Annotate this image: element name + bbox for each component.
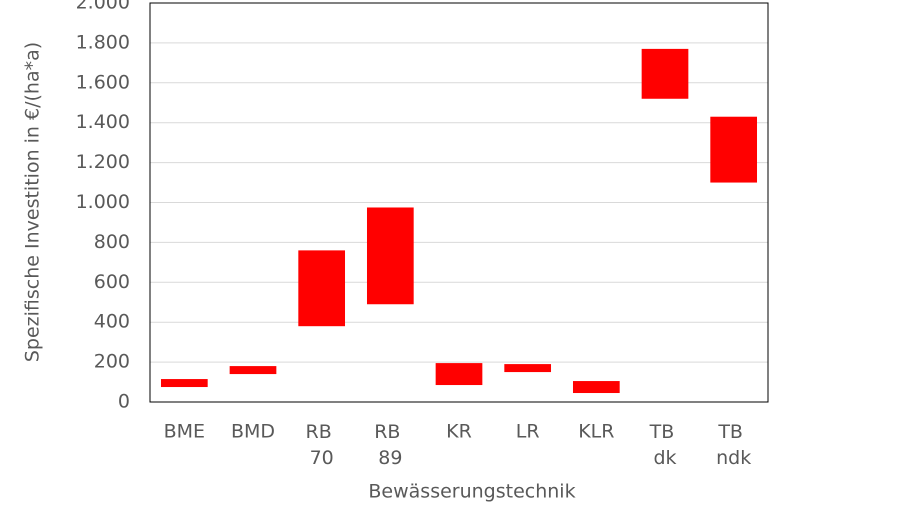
- bar: [298, 250, 346, 327]
- y-tick-label: 2.000: [76, 0, 130, 14]
- y-tick-label: 200: [94, 351, 130, 373]
- x-tick-label: RB 70: [306, 421, 338, 469]
- x-tick-label: TB dk: [649, 421, 681, 469]
- x-tick-label: RB 89: [374, 421, 406, 469]
- bar: [229, 366, 277, 375]
- x-tick-label: TB ndk: [716, 421, 751, 469]
- x-tick-label: KLR: [578, 421, 614, 443]
- bar: [641, 48, 689, 99]
- bar: [710, 116, 758, 183]
- y-tick-label: 1.400: [76, 111, 130, 133]
- x-axis-label: Bewässerungstechnik: [368, 481, 575, 503]
- bar: [160, 379, 208, 388]
- plot-frame: [149, 2, 769, 403]
- bar: [435, 363, 483, 386]
- y-tick-label: 800: [94, 231, 130, 253]
- y-tick-label: 1.200: [76, 151, 130, 173]
- y-tick-label: 1.600: [76, 71, 130, 93]
- bar: [504, 364, 552, 373]
- bar: [366, 207, 414, 305]
- y-tick-label: 0: [118, 391, 130, 413]
- y-tick-label: 1.800: [76, 31, 130, 53]
- y-tick-label: 400: [94, 311, 130, 333]
- y-tick-label: 1.000: [76, 191, 130, 213]
- y-axis-label: Spezifische Investition in €/(ha*a): [22, 42, 44, 362]
- x-tick-label: KR: [446, 421, 472, 443]
- x-tick-label: BMD: [231, 421, 275, 443]
- y-tick-label: 600: [94, 271, 130, 293]
- x-tick-label: LR: [516, 421, 540, 443]
- bar: [572, 381, 620, 394]
- x-tick-label: BME: [164, 421, 205, 443]
